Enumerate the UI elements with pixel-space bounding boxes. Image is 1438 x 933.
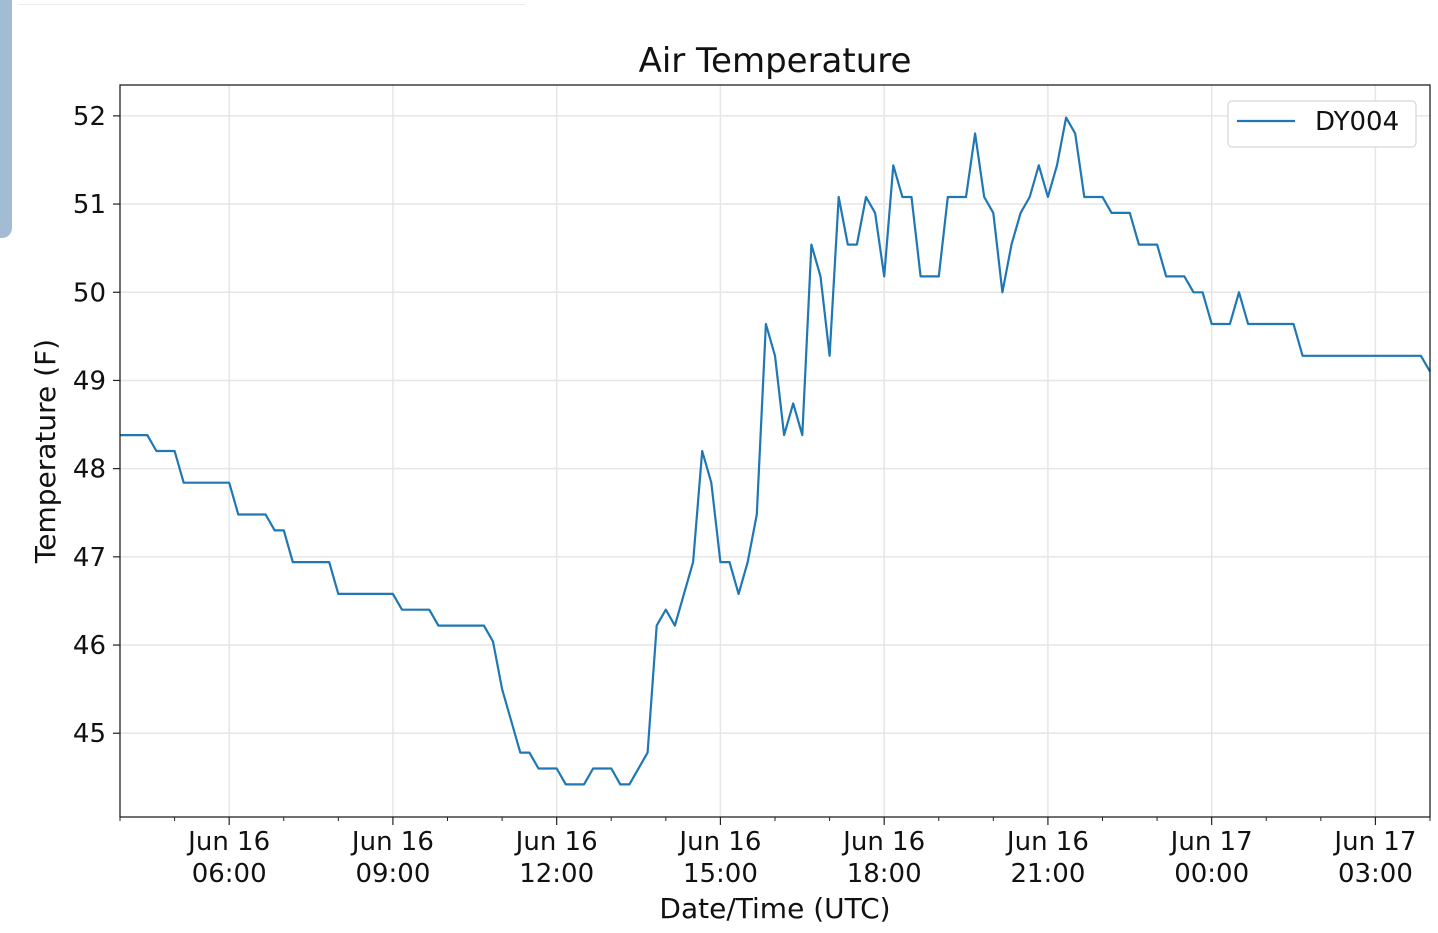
x-tick-label: 21:00 xyxy=(1010,859,1085,889)
sidebar-collapse-tab[interactable] xyxy=(0,0,12,238)
x-tick-label: Jun 16 xyxy=(841,827,925,857)
y-tick-label: 51 xyxy=(73,190,106,220)
series-layer xyxy=(120,116,1431,786)
y-tick-label: 47 xyxy=(73,543,106,573)
x-tick-label: Jun 16 xyxy=(677,827,761,857)
y-tick-label: 48 xyxy=(73,455,106,485)
y-tick-label: 45 xyxy=(73,719,106,749)
x-tick-label: Jun 17 xyxy=(1332,827,1416,857)
x-tick-label: Jun 17 xyxy=(1169,827,1253,857)
series-line-DY004 xyxy=(120,116,1431,786)
x-tick-label: Jun 16 xyxy=(186,827,270,857)
x-tick-label: 06:00 xyxy=(192,859,267,889)
x-tick-label: 03:00 xyxy=(1338,859,1413,889)
chart-title: Air Temperature xyxy=(639,41,912,81)
x-tick-label: 00:00 xyxy=(1174,859,1249,889)
x-tick-label: Jun 16 xyxy=(514,827,598,857)
y-tick-label: 52 xyxy=(73,102,106,132)
legend: DY004 xyxy=(1227,100,1417,148)
legend-box xyxy=(1227,100,1417,148)
legend-label: DY004 xyxy=(1315,107,1399,137)
y-tick-label: 50 xyxy=(73,278,106,308)
y-axis-label: Temperature (F) xyxy=(29,339,62,564)
divider xyxy=(18,4,525,5)
x-tick-label: 09:00 xyxy=(355,859,430,889)
x-tick-label: 12:00 xyxy=(519,859,594,889)
x-tick-label: 15:00 xyxy=(683,859,758,889)
x-axis-label: Date/Time (UTC) xyxy=(659,892,890,925)
y-tick-label: 46 xyxy=(73,631,106,661)
grid xyxy=(120,85,1430,817)
plot-frame xyxy=(119,84,1431,818)
x-tick-label: 18:00 xyxy=(847,859,922,889)
x-tick-label: Jun 16 xyxy=(1005,827,1089,857)
y-tick-label: 49 xyxy=(73,366,106,396)
x-tick-label: Jun 16 xyxy=(350,827,434,857)
